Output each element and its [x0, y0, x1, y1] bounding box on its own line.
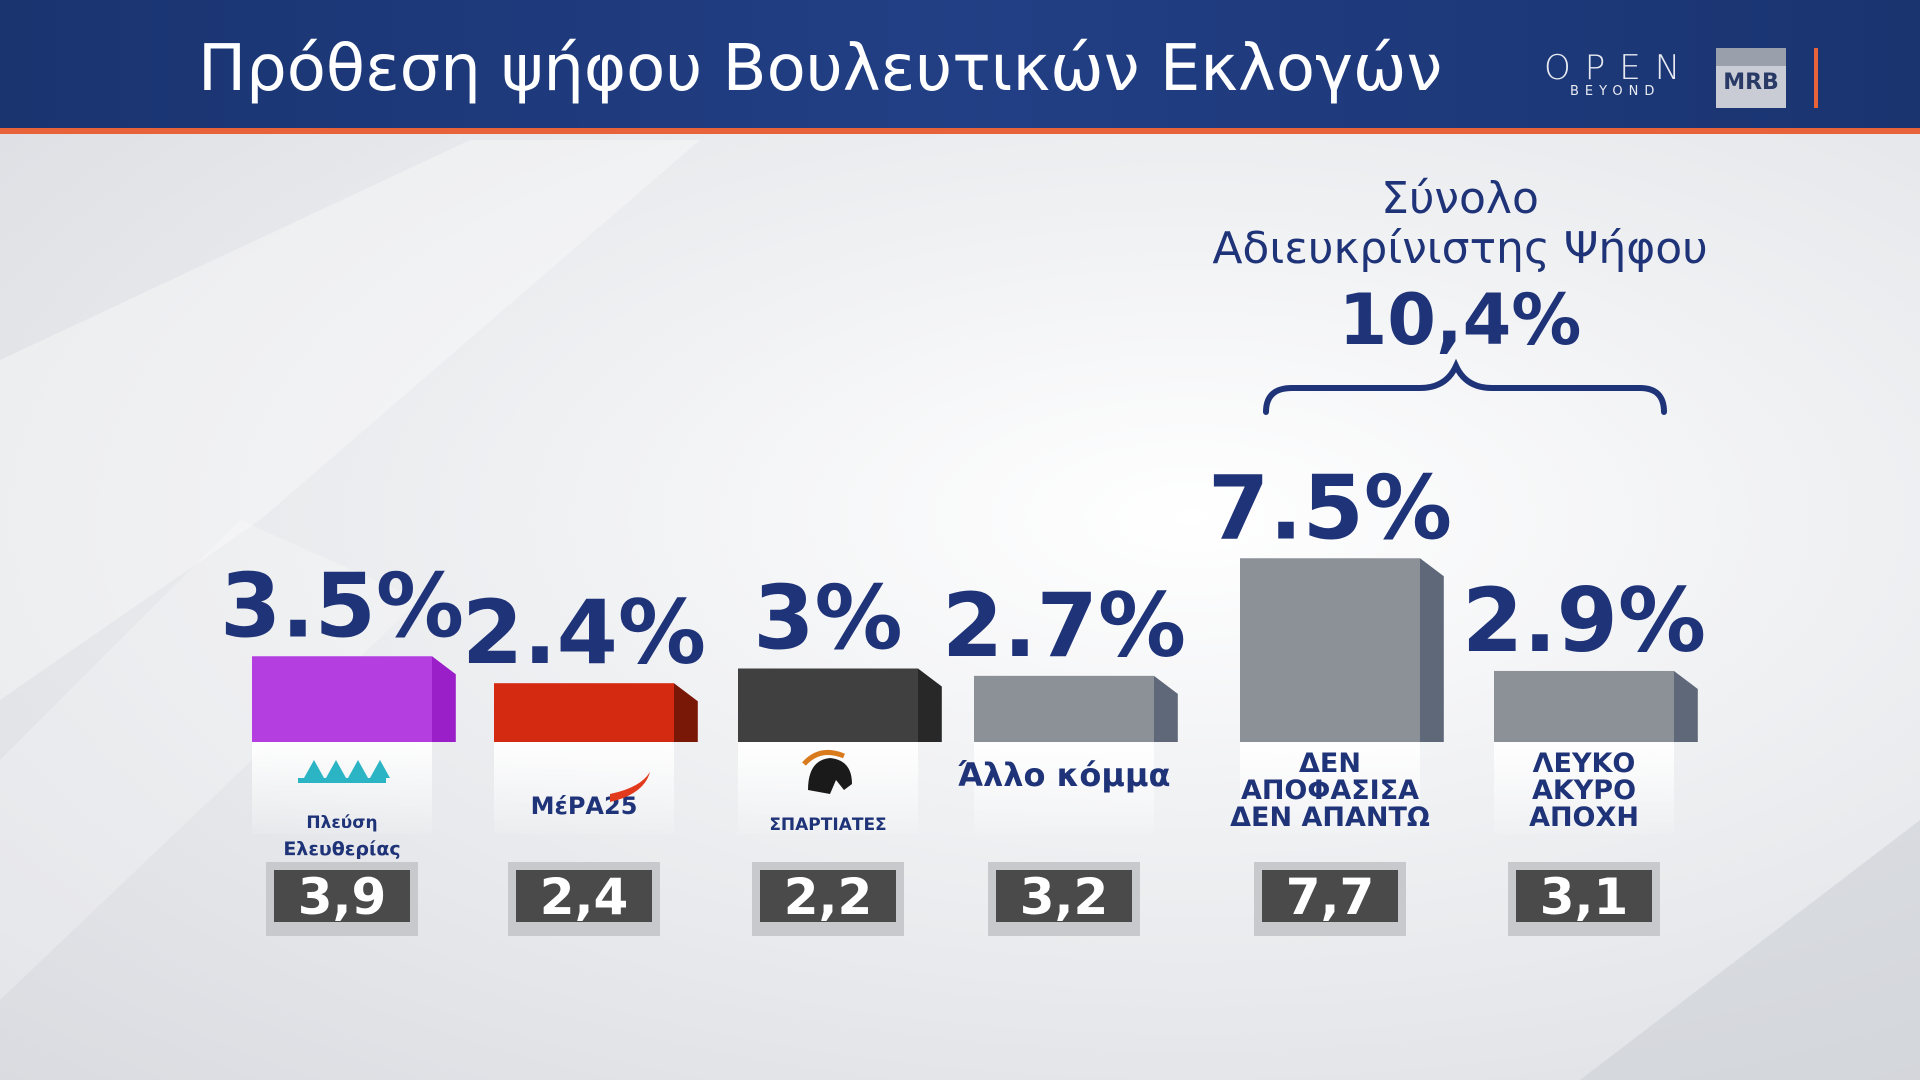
previous-value-box: [1262, 870, 1398, 922]
previous-value-box: [516, 870, 652, 922]
spartiates-helmet-icon: [802, 749, 852, 794]
mrb-logo-text: MRB: [1723, 70, 1779, 95]
bar-category-label: ΔΕΝ: [1299, 748, 1361, 779]
bar: [974, 675, 1154, 742]
mera25-logo-icon: [610, 772, 650, 802]
bar-label-area: [1240, 742, 1420, 834]
bar-label-area: [1494, 742, 1674, 834]
bar-category-label: ΑΚΥΡΟ: [1532, 775, 1636, 806]
summary-value: 10,4%: [1338, 279, 1582, 361]
bar-category-label: Άλλο κόμμα: [958, 756, 1171, 794]
mrb-logo: MRB: [1716, 48, 1786, 108]
bar-category-label: ΔΕΝ ΑΠΑΝΤΩ: [1230, 802, 1430, 833]
bar-label-area: [974, 742, 1154, 834]
summary-line-1: Σύνολο: [1381, 173, 1539, 224]
open-logo-text: OPEN: [1544, 48, 1695, 88]
previous-value-label: 3,9: [298, 868, 387, 926]
previous-value-box: [996, 870, 1132, 922]
bar-value-label: 2.9%: [1462, 569, 1706, 672]
previous-value-label: 2,4: [540, 868, 629, 926]
bar-side: [1674, 670, 1698, 742]
open-logo: OPEN BEYOND: [1544, 48, 1694, 99]
previous-value-box: [1516, 870, 1652, 922]
bar-category-label: ΑΠΟΧΗ: [1529, 802, 1639, 833]
header-accent: [1814, 48, 1818, 108]
bar-group: Άλλο κόμμα 2.7% 3,2: [942, 574, 1186, 936]
bar-side: [918, 668, 942, 742]
bar-value-label: 3%: [753, 567, 902, 670]
bar: [1494, 670, 1674, 742]
undecided-summary: Σύνολο Αδιευκρίνιστης Ψήφου 10,4%: [1150, 174, 1770, 362]
bar-value-label: 7.5%: [1208, 456, 1452, 559]
previous-value-box: [760, 870, 896, 922]
bar-label-area: [494, 742, 674, 834]
bar-label-area: [252, 742, 432, 834]
bar-group: ΣΠΑΡΤΙΑΤΕΣ 3% 2,2: [738, 567, 942, 936]
bar-group: Πλεύση Ελευθερίας 3.5% 3,9: [220, 554, 464, 936]
previous-value-label: 3,1: [1540, 868, 1629, 926]
bar-side: [674, 683, 698, 742]
previous-value-label: 2,2: [784, 868, 873, 926]
summary-line-2: Αδιευκρίνιστης Ψήφου: [1212, 223, 1708, 274]
bar: [494, 683, 674, 742]
bar-side: [1154, 675, 1178, 742]
previous-value-box: [274, 870, 410, 922]
previous-value-label: 7,7: [1286, 868, 1375, 926]
bar-side: [1420, 558, 1444, 742]
bar-category-label: ΛΕΥΚΟ: [1533, 748, 1636, 779]
plefsi-logo-icon: [298, 760, 390, 783]
bar-category-label: ΑΠΟΦΑΣΙΣΑ: [1241, 775, 1419, 806]
bar-side: [432, 656, 456, 742]
bar-value-label: 2.4%: [462, 581, 706, 684]
bar: [1240, 558, 1420, 742]
bar-category-label: Ελευθερίας: [283, 838, 400, 860]
previous-value-label: 3,2: [1020, 868, 1109, 926]
bar: [738, 668, 918, 742]
header-bar: Πρόθεση ψήφου Βουλευτικών Εκλογών OPEN B…: [0, 0, 1920, 134]
summary-brace: [1263, 358, 1667, 415]
bar-category-label: Πλεύση: [306, 813, 377, 833]
page-title: Πρόθεση ψήφου Βουλευτικών Εκλογών: [198, 32, 1443, 106]
bar-value-label: 3.5%: [220, 554, 464, 657]
bar-category-label: ΣΠΑΡΤΙΑΤΕΣ: [769, 815, 886, 835]
bar: [252, 656, 432, 742]
open-logo-subtext: BEYOND: [1570, 84, 1661, 99]
bar-value-label: 2.7%: [942, 574, 1186, 677]
